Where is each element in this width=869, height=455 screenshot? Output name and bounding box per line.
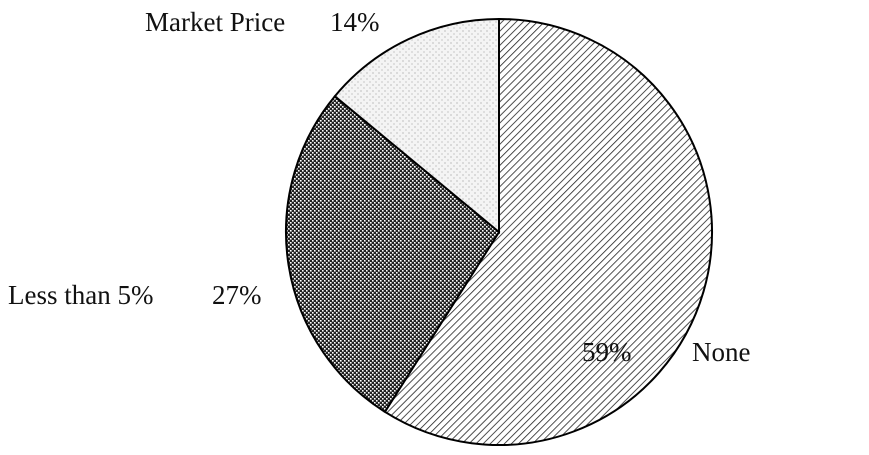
value-label: 59% (582, 337, 632, 367)
slice-label: None (692, 337, 750, 367)
slice-label: Market Price (145, 7, 285, 37)
value-label: 27% (212, 280, 262, 310)
value-label: 14% (330, 7, 380, 37)
pie-slice (383, 17, 713, 446)
slice-label: Less than 5% (8, 280, 153, 310)
pie-slice (333, 17, 500, 235)
pie-slice (285, 94, 501, 414)
